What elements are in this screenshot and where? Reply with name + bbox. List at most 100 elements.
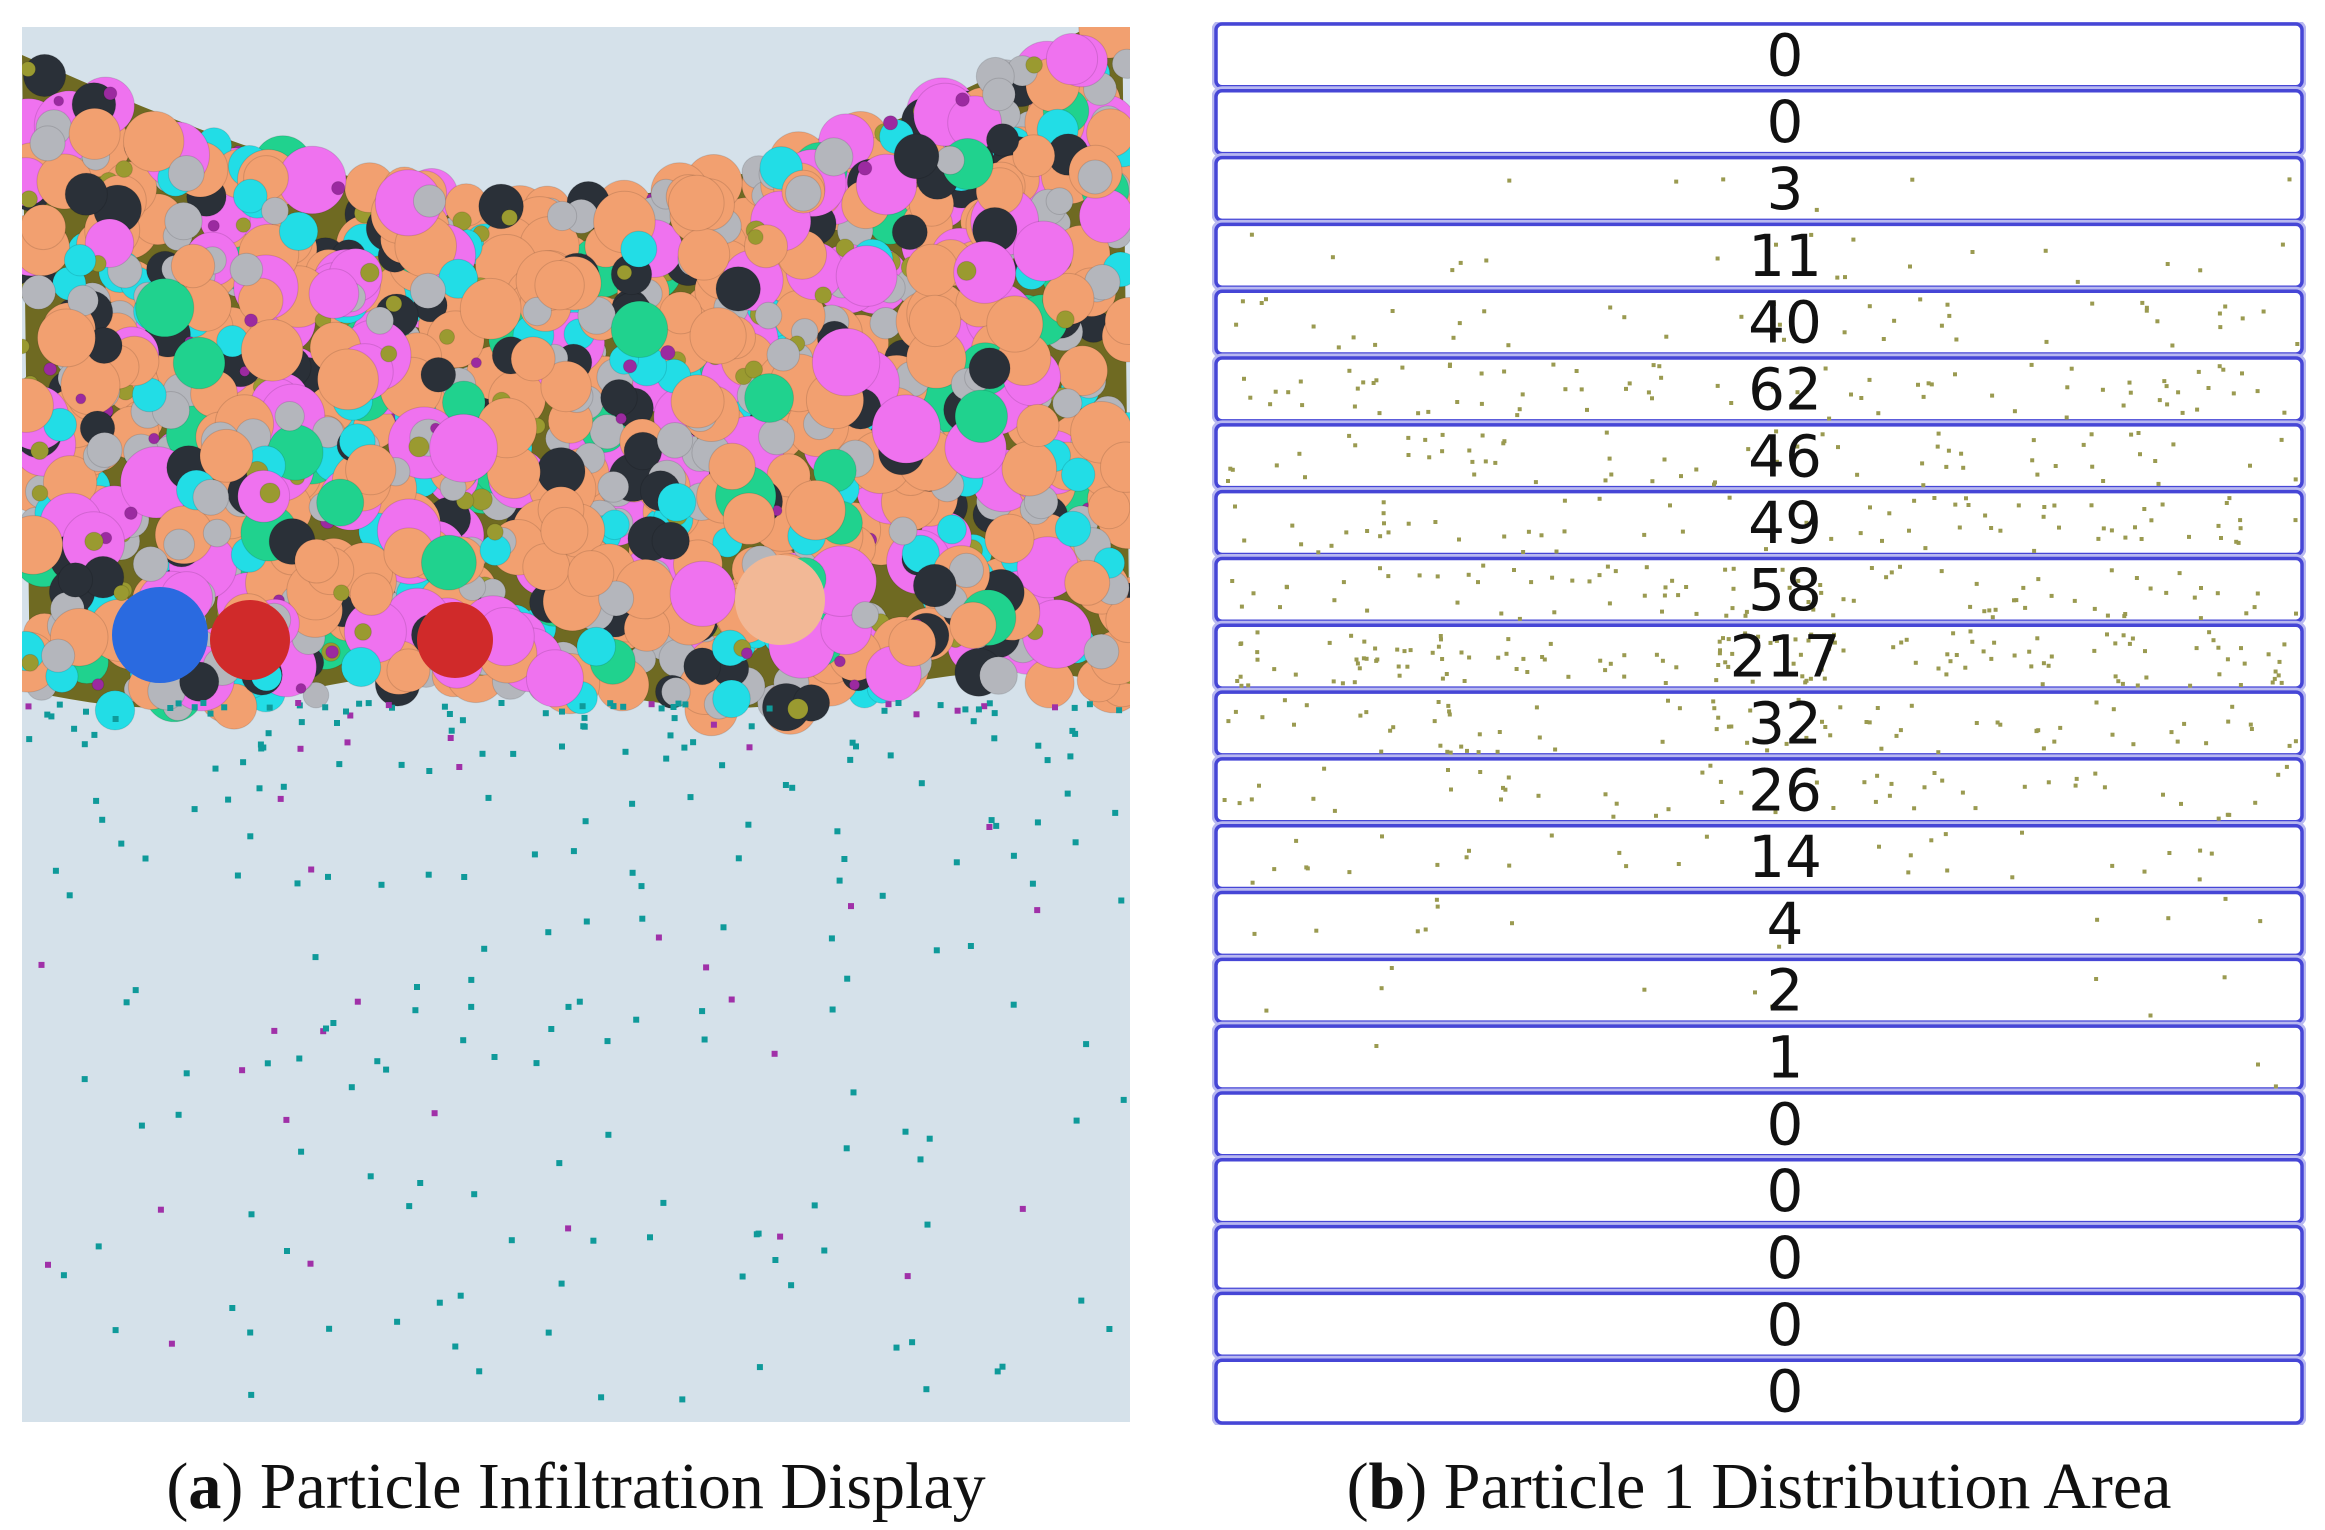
fine-particle — [924, 1221, 931, 1228]
fine-particle — [887, 752, 894, 759]
row-count: 217 — [1730, 623, 1841, 691]
distribution-speck — [1446, 703, 1451, 708]
distribution-speck — [1712, 706, 1717, 711]
distribution-speck — [1745, 740, 1750, 745]
distribution-speck — [1536, 793, 1541, 798]
distribution-speck — [1445, 749, 1450, 754]
distribution-speck — [1484, 258, 1489, 263]
fine-particle — [605, 1131, 612, 1138]
distribution-speck — [2170, 343, 2175, 348]
distribution-speck — [1444, 672, 1449, 676]
fine-particle — [312, 954, 319, 961]
fine-particle — [1116, 707, 1123, 714]
distribution-speck — [1336, 345, 1341, 350]
particle — [888, 516, 918, 546]
particle — [31, 484, 49, 502]
distribution-speck — [1627, 381, 1632, 386]
distribution-speck — [1514, 667, 1519, 671]
fine-particle — [923, 1386, 930, 1393]
fine-particle — [746, 744, 753, 751]
caption-a: (a) Particle Infiltration Display — [166, 1450, 985, 1523]
distribution-speck — [1230, 467, 1235, 472]
distribution-speck — [1662, 593, 1667, 598]
fine-particle — [777, 1233, 784, 1240]
particle — [30, 441, 50, 461]
fine-particle — [699, 1008, 706, 1015]
particle — [597, 471, 630, 503]
distribution-speck — [2123, 535, 2128, 540]
distribution-speck — [2169, 730, 2174, 735]
distribution-speck — [1954, 653, 1959, 657]
distribution-speck — [1341, 580, 1346, 585]
particle — [345, 444, 397, 496]
distribution-speck — [2044, 339, 2049, 344]
distribution-speck — [1659, 375, 1664, 380]
particle — [936, 514, 967, 545]
particle — [540, 506, 589, 555]
distribution-speck — [1981, 649, 1986, 654]
particle — [486, 523, 504, 541]
fine-particle — [660, 1199, 667, 1206]
distribution-speck — [1347, 870, 1352, 875]
distribution-speck — [2043, 248, 2048, 253]
fine-particle — [112, 1327, 119, 1334]
particle — [984, 513, 1035, 564]
distribution-speck — [1887, 511, 1892, 516]
distribution-speck — [1234, 322, 1239, 327]
distribution-speck — [1904, 637, 1909, 642]
particle — [1115, 0, 1144, 22]
distribution-speck — [1501, 785, 1505, 790]
fine-particle — [248, 1211, 255, 1218]
particle — [986, 295, 1044, 353]
distribution-speck — [2081, 442, 2086, 447]
distribution-speck — [1894, 733, 1899, 738]
fine-particle — [374, 1058, 381, 1065]
distribution-speck — [1780, 567, 1785, 572]
row-count: 0 — [1767, 1358, 1804, 1426]
fine-particle — [294, 880, 301, 887]
distribution-speck — [1923, 546, 1928, 551]
distribution-speck — [1819, 667, 1824, 672]
distribution-speck — [1909, 703, 1914, 708]
fine-particle — [1112, 809, 1119, 816]
distribution-speck — [2012, 653, 2017, 658]
distribution-speck — [1875, 773, 1880, 778]
distribution-speck — [1841, 597, 1846, 602]
large-particle — [210, 600, 290, 680]
large-particle — [735, 555, 825, 645]
fine-particle — [295, 700, 302, 706]
particle — [935, 145, 965, 176]
distribution-speck — [2122, 614, 2127, 619]
fine-particle — [354, 998, 361, 1005]
fine-particle — [212, 765, 219, 772]
distribution-speck — [1435, 862, 1440, 867]
row-count: 58 — [1748, 556, 1822, 624]
distribution-speck — [2144, 675, 2149, 680]
distribution-speck — [2138, 452, 2142, 457]
distribution-speck — [1378, 534, 1383, 539]
distribution-speck — [2074, 776, 2079, 781]
distribution-speck — [1842, 330, 1847, 335]
fine-particle — [620, 703, 627, 710]
particle — [785, 479, 846, 541]
fine-particle — [667, 732, 674, 739]
distribution-speck — [1562, 529, 1567, 534]
fine-particle — [933, 947, 940, 954]
distribution-speck — [1654, 813, 1658, 818]
distribution-speck — [2142, 507, 2147, 511]
distribution-speck — [1435, 574, 1440, 579]
distribution-speck — [1482, 309, 1487, 314]
distribution-speck — [1440, 449, 1445, 454]
particle — [22, 274, 56, 310]
distribution-speck — [1450, 268, 1455, 273]
particle — [598, 580, 635, 617]
fine-particle — [95, 1243, 102, 1250]
fine-particle — [52, 867, 59, 874]
distribution-speck — [1936, 666, 1941, 671]
fine-particle — [25, 703, 32, 710]
distribution-speck — [1868, 505, 1872, 510]
fine-particle — [647, 1234, 653, 1241]
particle — [259, 482, 281, 504]
distribution-speck — [1764, 547, 1768, 552]
fine-particle — [191, 704, 198, 711]
